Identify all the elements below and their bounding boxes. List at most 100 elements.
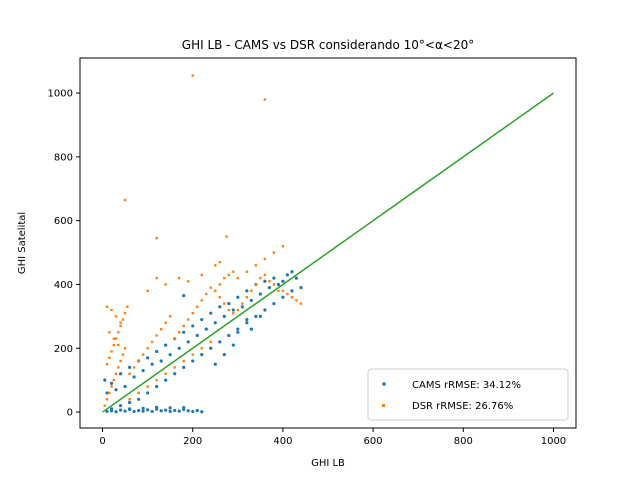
data-point: [290, 296, 294, 299]
data-point: [259, 276, 262, 280]
data-point: [272, 276, 276, 280]
ticks-layer: 0 200 400 600 800 1000 0 200 400 600 800 1000: [48, 89, 567, 447]
data-point: [187, 318, 190, 321]
data-point: [186, 340, 190, 344]
x-axis-label: GHI LB: [311, 458, 345, 469]
data-point: [268, 280, 271, 283]
data-point: [141, 409, 145, 413]
data-point: [182, 405, 186, 410]
x-tick-label: 400: [273, 436, 292, 447]
data-point: [272, 283, 276, 286]
data-point: [108, 331, 111, 334]
data-point: [290, 289, 294, 293]
data-point: [218, 296, 221, 299]
legend-label-cams: CAMS rRMSE: 34.12%: [412, 380, 521, 391]
y-tick-label: 600: [54, 216, 73, 227]
data-point: [263, 98, 267, 101]
data-point: [245, 321, 249, 325]
data-point: [200, 299, 203, 302]
data-point: [299, 302, 303, 305]
data-point: [123, 198, 127, 202]
data-point: [119, 324, 122, 328]
data-point: [159, 327, 163, 331]
data-point: [218, 283, 221, 286]
data-point: [123, 347, 127, 350]
chart-title: GHI LB - CAMS vs DSR considerando 10°<α<…: [182, 38, 474, 52]
data-point: [177, 346, 181, 350]
legend-marker-dsr: [382, 404, 385, 407]
data-point: [132, 409, 136, 414]
data-point: [105, 391, 109, 395]
data-point: [168, 315, 172, 318]
data-point: [223, 302, 226, 305]
data-point: [200, 410, 204, 414]
data-point: [159, 409, 163, 413]
data-point: [119, 359, 122, 363]
data-point: [285, 273, 290, 277]
x-tick-label: 0: [99, 436, 105, 447]
data-point: [146, 289, 149, 293]
data-point: [164, 283, 167, 286]
data-point: [177, 409, 181, 413]
data-point: [277, 289, 280, 293]
data-point: [137, 397, 141, 401]
data-point: [254, 283, 258, 286]
data-point: [191, 311, 194, 315]
data-point: [108, 391, 111, 395]
data-point: [240, 305, 244, 309]
data-point: [155, 405, 159, 409]
data-point: [209, 311, 213, 315]
data-point: [299, 286, 303, 290]
data-point: [223, 276, 226, 280]
data-point: [182, 365, 186, 369]
data-point: [213, 362, 217, 366]
data-point: [114, 410, 118, 414]
data-point: [105, 409, 109, 414]
data-point: [173, 372, 177, 376]
data-point: [200, 347, 203, 350]
y-tick-label: 200: [54, 344, 73, 355]
data-point: [227, 308, 230, 312]
data-point: [141, 406, 145, 410]
data-point: [168, 353, 172, 357]
data-point: [178, 331, 181, 334]
x-tick-label: 800: [454, 436, 473, 447]
data-point: [118, 372, 123, 376]
data-point: [295, 299, 298, 302]
data-point: [263, 279, 267, 283]
data-point: [146, 347, 149, 350]
y-tick-label: 1000: [48, 89, 73, 100]
data-point: [227, 333, 231, 338]
data-point: [128, 407, 132, 411]
data-point: [173, 366, 176, 369]
data-point: [227, 302, 231, 306]
data-point: [209, 286, 212, 289]
data-point: [114, 372, 118, 375]
data-point: [205, 292, 208, 296]
data-point: [214, 289, 217, 293]
data-point: [159, 359, 163, 363]
data-point: [263, 308, 267, 312]
data-point: [164, 343, 168, 347]
data-point: [191, 324, 195, 328]
data-point: [168, 406, 172, 410]
data-point: [117, 343, 120, 347]
data-point: [191, 74, 194, 77]
points-layer: [103, 74, 303, 414]
data-point: [150, 409, 154, 414]
data-point: [196, 305, 199, 308]
data-point: [191, 353, 194, 356]
y-tick-label: 400: [54, 280, 73, 291]
data-point: [150, 362, 154, 366]
data-point: [214, 264, 217, 267]
data-point: [168, 409, 172, 414]
data-point: [123, 311, 127, 315]
data-point: [141, 353, 145, 356]
data-point: [146, 408, 150, 412]
data-point: [213, 321, 217, 325]
data-point: [250, 289, 253, 293]
legend-marker-cams: [382, 382, 386, 386]
data-point: [146, 391, 150, 395]
data-point: [114, 315, 118, 318]
data-point: [272, 302, 276, 306]
